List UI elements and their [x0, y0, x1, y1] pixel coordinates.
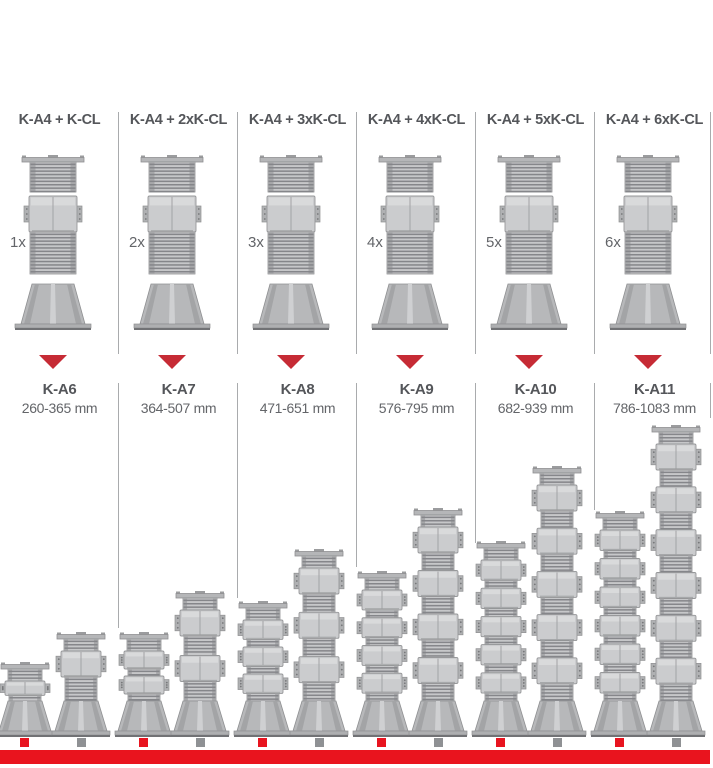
pedestal-exploded-illustration [596, 152, 700, 332]
min-height-marker [615, 738, 624, 747]
pedestal-max-illustration [289, 549, 349, 737]
config-column-4: K-A4 + 4xK-CL 4x K-A9 576-795 mm [352, 0, 476, 768]
pedestal-exploded-illustration [120, 152, 224, 332]
height-range: 260-365 mm [21, 400, 98, 416]
down-arrow-icon [396, 355, 424, 369]
max-height-marker [553, 738, 562, 747]
config-header: K-A4 + 4xK-CL [367, 112, 466, 128]
min-height-marker [377, 738, 386, 747]
pedestal-max-illustration [527, 466, 587, 737]
column-divider [237, 112, 238, 354]
max-height-marker [196, 738, 205, 747]
max-height-marker [672, 738, 681, 747]
config-header: K-A4 + 3xK-CL [248, 112, 347, 128]
min-height-marker [20, 738, 29, 747]
max-height-marker [77, 738, 86, 747]
pedestal-exploded-svg [371, 155, 449, 330]
column-divider [475, 383, 476, 543]
pedestal-min-illustration [0, 662, 55, 737]
pedestal-svg [114, 632, 174, 737]
down-arrow-icon [634, 355, 662, 369]
column-divider [710, 383, 711, 418]
column-divider [594, 112, 595, 354]
pedestal-svg [352, 571, 412, 737]
height-range: 576-795 mm [378, 400, 455, 416]
down-arrow-icon [515, 355, 543, 369]
config-column-6: K-A4 + 6xK-CL 6x K-A11 786-1083 mm [590, 0, 713, 768]
pedestal-svg [527, 466, 587, 737]
pedestal-exploded-svg [609, 155, 687, 330]
pedestal-exploded-svg [490, 155, 568, 330]
column-divider [475, 112, 476, 354]
pedestal-min-illustration [352, 571, 412, 737]
column-divider [594, 383, 595, 510]
model-name: K-A8 [280, 381, 315, 398]
height-range: 364-507 mm [140, 400, 217, 416]
column-divider [356, 112, 357, 354]
multiplier-label: 1x [10, 234, 26, 251]
model-name: K-A10 [514, 381, 557, 398]
column-divider [237, 383, 238, 598]
config-header: K-A4 + 6xK-CL [605, 112, 704, 128]
pedestal-max-illustration [170, 591, 230, 737]
min-height-marker [139, 738, 148, 747]
pedestal-min-illustration [471, 541, 531, 737]
config-header: K-A4 + 2xK-CL [129, 112, 228, 128]
pedestal-svg [590, 511, 650, 737]
height-range: 471-651 mm [259, 400, 336, 416]
config-header: K-A4 + 5xK-CL [486, 112, 585, 128]
multiplier-label: 3x [248, 234, 264, 251]
config-column-3: K-A4 + 3xK-CL 3x K-A8 471-651 mm [233, 0, 357, 768]
down-arrow-icon [39, 355, 67, 369]
multiplier-label: 6x [605, 234, 621, 251]
max-height-marker [434, 738, 443, 747]
model-name: K-A6 [42, 381, 77, 398]
pedestal-exploded-svg [133, 155, 211, 330]
pedestal-exploded-illustration [1, 152, 105, 332]
pedestal-svg [51, 632, 111, 737]
column-divider [118, 112, 119, 354]
pedestal-exploded-illustration [477, 152, 581, 332]
column-divider [118, 383, 119, 628]
config-header: K-A4 + K-CL [18, 112, 101, 128]
model-name: K-A9 [399, 381, 434, 398]
min-height-marker [496, 738, 505, 747]
pedestal-max-illustration [51, 632, 111, 737]
pedestal-min-illustration [233, 601, 293, 737]
min-height-marker [258, 738, 267, 747]
column-divider [710, 112, 711, 354]
model-name: K-A7 [161, 381, 196, 398]
pedestal-svg [233, 601, 293, 737]
multiplier-label: 4x [367, 234, 383, 251]
pedestal-svg [646, 425, 706, 737]
pedestal-exploded-svg [252, 155, 330, 330]
pedestal-svg [170, 591, 230, 737]
pedestal-svg [289, 549, 349, 737]
down-arrow-icon [158, 355, 186, 369]
pedestal-max-illustration [408, 508, 468, 737]
pedestal-max-illustration [646, 425, 706, 737]
column-divider [356, 383, 357, 567]
config-column-5: K-A4 + 5xK-CL 5x K-A10 682-939 mm [471, 0, 595, 768]
height-range: 786-1083 mm [612, 400, 697, 416]
pedestal-exploded-illustration [358, 152, 462, 332]
bottom-accent-bar [0, 750, 710, 764]
pedestal-exploded-illustration [239, 152, 343, 332]
model-name: K-A11 [633, 381, 676, 398]
pedestal-svg [408, 508, 468, 737]
multiplier-label: 5x [486, 234, 502, 251]
max-height-marker [315, 738, 324, 747]
config-column-2: K-A4 + 2xK-CL 2x K-A7 364-507 mm [114, 0, 238, 768]
pedestal-min-illustration [114, 632, 174, 737]
pedestal-exploded-svg [14, 155, 92, 330]
multiplier-label: 2x [129, 234, 145, 251]
config-column-1: K-A4 + K-CL 1x K-A6 260-365 mm [0, 0, 119, 768]
pedestal-svg [471, 541, 531, 737]
height-range: 682-939 mm [497, 400, 574, 416]
pedestal-min-illustration [590, 511, 650, 737]
pedestal-svg [0, 662, 55, 737]
down-arrow-icon [277, 355, 305, 369]
